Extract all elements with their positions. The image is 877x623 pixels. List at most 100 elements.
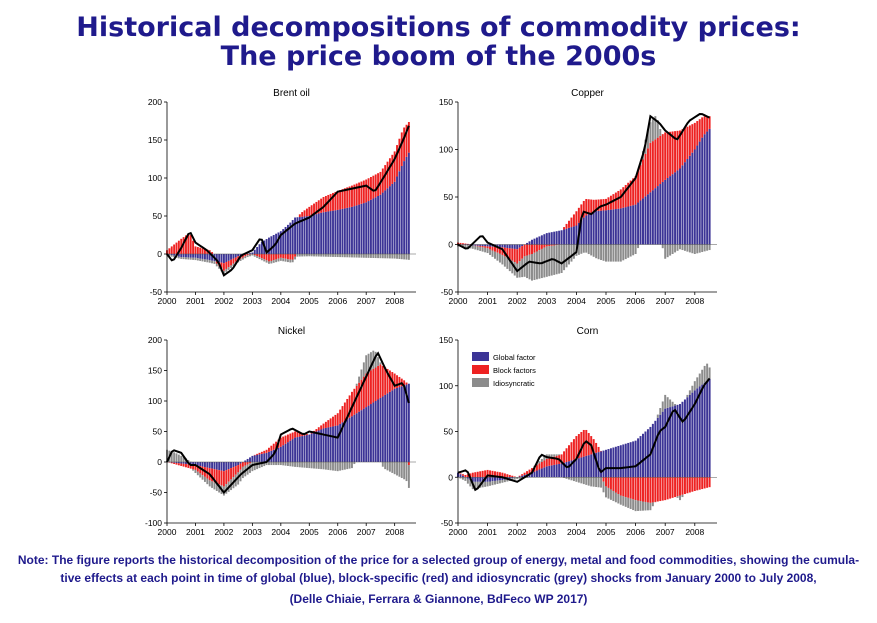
global-bar (253, 455, 256, 462)
global-bar (563, 462, 566, 478)
block-bar (294, 254, 297, 257)
idio-bar (384, 462, 387, 470)
idio-bar (182, 457, 185, 462)
block-bar (679, 130, 681, 169)
x-tick-label: 2007 (357, 296, 376, 306)
note-line2: tive effects at each point in time of gl… (60, 571, 817, 585)
idio-bar (203, 476, 206, 482)
x-tick-label: 2005 (300, 296, 319, 306)
block-bar (327, 420, 330, 428)
global-bar (222, 462, 225, 472)
idio-bar (405, 462, 408, 482)
global-bar (291, 439, 294, 462)
block-bar (666, 477, 669, 500)
global-bar (400, 165, 403, 254)
idio-bar (346, 254, 349, 258)
block-bar (407, 122, 410, 153)
idio-bar (308, 254, 311, 257)
idio-bar (526, 477, 529, 478)
idio-bar (491, 250, 494, 257)
global-bar (234, 254, 237, 258)
block-bar (555, 455, 558, 465)
block-bar (511, 248, 514, 261)
block-bar (538, 244, 541, 251)
idio-bar (691, 244, 694, 254)
block-bar (305, 434, 308, 436)
x-tick-label: 2001 (478, 527, 497, 537)
idio-bar (637, 244, 640, 249)
global-bar (659, 184, 662, 245)
idio-bar (296, 254, 299, 257)
global-bar (298, 436, 301, 462)
idio-bar (614, 492, 617, 503)
block-bar (683, 477, 686, 495)
idio-bar (627, 244, 630, 258)
idio-bar (656, 414, 659, 418)
x-tick-label: 2003 (243, 527, 262, 537)
idio-bar (476, 481, 479, 489)
block-bar (244, 462, 247, 466)
block-bar (612, 477, 615, 491)
idio-bar (222, 270, 225, 274)
global-bar (484, 244, 487, 247)
idio-bar (230, 265, 232, 269)
block-bar (526, 471, 529, 475)
idio-bar (201, 258, 204, 262)
block-bar (484, 246, 487, 248)
global-bar (617, 445, 620, 478)
total-price-line (166, 351, 410, 495)
block-bar (528, 244, 531, 255)
block-bar (568, 445, 570, 462)
block-bar (173, 462, 176, 464)
global-bar (215, 462, 218, 470)
block-bar (624, 477, 627, 498)
block-bar (592, 439, 595, 454)
block-bar (182, 463, 185, 467)
global-bar (474, 477, 477, 482)
idio-bar (538, 250, 541, 279)
block-bar (298, 214, 301, 218)
block-bar (701, 477, 704, 490)
block-bar (629, 180, 632, 206)
global-bar (339, 209, 342, 254)
block-bar (398, 376, 401, 388)
global-bar (540, 235, 543, 245)
global-bar (253, 249, 256, 254)
idio-bar (355, 254, 358, 258)
global-bar (353, 414, 356, 462)
idio-bar (666, 397, 669, 408)
idio-bar (177, 454, 180, 462)
global-bar (612, 447, 615, 478)
block-bar (286, 254, 289, 260)
global-bar (531, 472, 533, 478)
idio-bar (595, 477, 598, 488)
global-bar (496, 477, 499, 481)
global-bar (553, 464, 556, 478)
global-bar (189, 254, 192, 258)
idio-bar (189, 257, 192, 260)
global-bar (289, 222, 292, 254)
global-bar (639, 436, 642, 478)
block-bar (317, 200, 320, 214)
idio-bar (289, 462, 292, 467)
idio-bar (407, 465, 410, 488)
block-bar (466, 474, 469, 478)
block-bar (341, 189, 344, 209)
block-bar (698, 119, 701, 142)
global-bar (646, 194, 649, 245)
idio-bar (277, 462, 280, 466)
idio-bar (572, 244, 575, 259)
block-bar (187, 233, 190, 254)
x-tick-label: 2006 (328, 527, 347, 537)
global-bar (498, 477, 501, 481)
global-bar (353, 206, 356, 254)
global-bar (296, 437, 299, 462)
idio-bar (669, 399, 672, 408)
block-bar (315, 429, 318, 432)
idio-bar (592, 477, 595, 487)
global-bar (629, 205, 632, 245)
global-bar (336, 425, 339, 462)
idio-bar (508, 259, 511, 272)
global-bar (348, 417, 351, 462)
global-bar (637, 202, 640, 245)
